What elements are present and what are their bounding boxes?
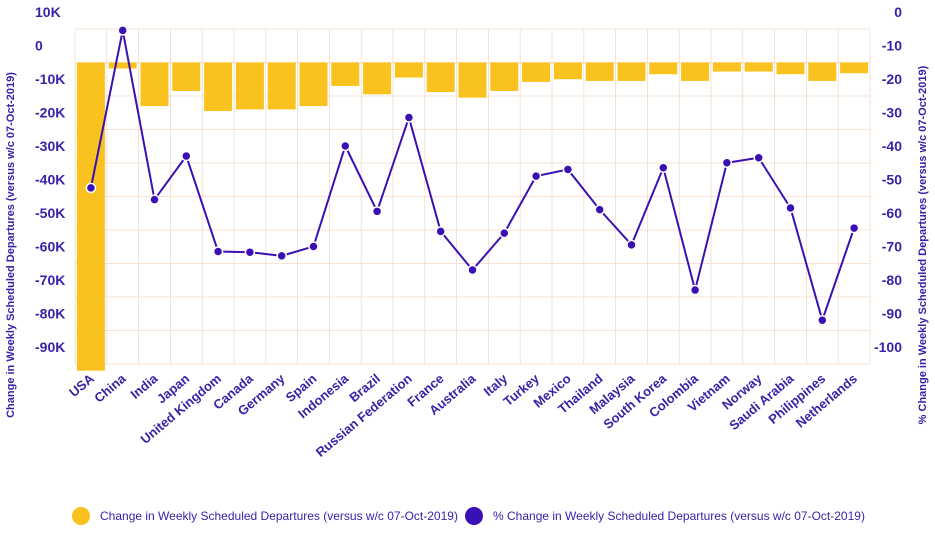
bar <box>394 62 423 78</box>
line-point <box>117 25 128 36</box>
grid-lines <box>74 28 871 365</box>
left-tick-label: -50K <box>35 205 65 221</box>
bar <box>76 62 105 371</box>
line-point <box>276 250 287 262</box>
line-point <box>149 194 160 205</box>
left-tick-label: 10K <box>35 4 61 20</box>
right-tick-label: -70 <box>882 239 902 255</box>
x-tick-label: China <box>91 370 129 405</box>
line-point <box>562 164 574 175</box>
bar <box>840 62 869 74</box>
left-tick-label: -30K <box>35 138 65 154</box>
line-point <box>181 150 192 162</box>
line-point <box>594 204 605 215</box>
bar <box>235 62 264 110</box>
bar <box>204 62 233 112</box>
left-axis-title: Change in Weekly Scheduled Departures (v… <box>5 72 17 418</box>
bar <box>776 62 805 75</box>
bar <box>363 62 392 95</box>
left-tick-label: -60K <box>35 239 65 255</box>
bar <box>712 62 741 72</box>
bar <box>649 62 678 75</box>
line-point <box>721 157 733 168</box>
left-tick-label: -80K <box>35 306 65 322</box>
line-point <box>212 246 224 257</box>
legend-item-bar[interactable]: Change in Weekly Scheduled Departures (v… <box>72 507 458 525</box>
right-tick-label: -80 <box>882 272 902 288</box>
line-point <box>848 222 860 234</box>
bar <box>490 62 519 91</box>
left-tick-label: -10K <box>35 71 65 87</box>
line-point <box>435 226 446 237</box>
left-tick-label: 0 <box>35 38 43 54</box>
line-point <box>530 170 542 182</box>
bar <box>172 62 201 91</box>
bar-series <box>76 62 869 371</box>
legend-label-bar: Change in Weekly Scheduled Departures (v… <box>100 509 458 523</box>
bar <box>426 62 455 92</box>
bar <box>808 62 837 81</box>
right-tick-label: -20 <box>882 71 902 87</box>
combo-chart: 10K 0 -10K -20K -30K -40K -50K -60K -70K -80K -90K… <box>5 4 929 460</box>
left-tick-label: -90K <box>35 339 65 355</box>
right-tick-label: -40 <box>882 138 902 154</box>
bar <box>585 62 614 81</box>
legend-swatch-bar <box>72 507 90 525</box>
line-point <box>371 206 383 217</box>
bar <box>299 62 328 107</box>
right-tick-label: -50 <box>882 172 902 188</box>
line-point <box>817 314 828 326</box>
left-tick-label: -70K <box>35 272 65 288</box>
right-tick-label: -10 <box>882 38 902 54</box>
left-tick-label: -20K <box>35 105 65 121</box>
line-point <box>785 202 796 214</box>
right-tick-label: -90 <box>882 306 902 322</box>
line-point <box>340 140 351 152</box>
legend-item-line[interactable]: % Change in Weekly Scheduled Departures … <box>465 507 865 525</box>
legend: Change in Weekly Scheduled Departures (v… <box>0 505 935 529</box>
line-point <box>689 284 701 296</box>
bar <box>617 62 646 81</box>
bar <box>331 62 360 86</box>
legend-label-line: % Change in Weekly Scheduled Departures … <box>493 509 865 523</box>
line-series <box>85 25 860 326</box>
line-point <box>499 227 510 239</box>
right-tick-label: 0 <box>894 4 902 20</box>
bar <box>681 62 710 81</box>
legend-swatch-line <box>465 507 483 525</box>
bar <box>744 62 773 72</box>
line-point <box>626 239 637 251</box>
line-point <box>308 241 319 252</box>
left-tick-label: -40K <box>35 172 65 188</box>
right-tick-label: -60 <box>882 205 902 221</box>
right-axis-ticks: 0 -10 -20 -30 -40 -50 -60 -70 -80 -90 -100 <box>874 4 902 355</box>
line-point <box>658 162 669 174</box>
bar <box>522 62 551 82</box>
right-axis-title: % Change in Weekly Scheduled Departures … <box>917 65 929 424</box>
bar <box>267 62 296 110</box>
right-tick-label: -30 <box>882 105 902 121</box>
bar <box>140 62 169 107</box>
bar <box>458 62 487 98</box>
line-point <box>467 264 478 276</box>
line-point <box>753 152 764 163</box>
right-tick-label: -100 <box>874 339 902 355</box>
line-point <box>85 182 97 194</box>
left-axis-ticks: 10K 0 -10K -20K -30K -40K -50K -60K -70K -80K -90K <box>35 4 65 355</box>
bar <box>108 62 137 69</box>
line-point <box>403 112 415 123</box>
line-point <box>244 246 256 258</box>
bar <box>553 62 582 80</box>
